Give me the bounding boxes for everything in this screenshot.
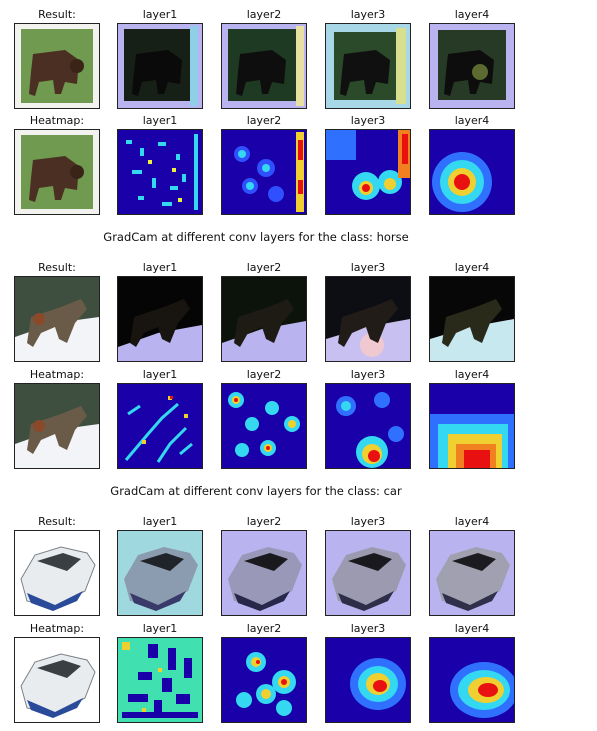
- label-layer4: layer4: [454, 622, 490, 635]
- heatmap-layer1: [117, 129, 203, 215]
- result-image: [14, 23, 100, 109]
- label-layer3: layer3: [350, 8, 386, 21]
- heatmap-layer1: [117, 383, 203, 469]
- heatmap-layer3: [325, 383, 411, 469]
- label-result: Result:: [38, 515, 76, 528]
- label-layer1: layer1: [142, 368, 178, 381]
- caption-car: GradCam at different conv layers for the…: [110, 484, 402, 498]
- label-layer2: layer2: [246, 261, 282, 274]
- label-layer3: layer3: [350, 622, 386, 635]
- label-layer4: layer4: [454, 368, 490, 381]
- label-layer3: layer3: [350, 261, 386, 274]
- overlay-layer3: [325, 276, 411, 362]
- overlay-layer2: [221, 530, 307, 616]
- label-layer1: layer1: [142, 114, 178, 127]
- heatmap-layer3: [325, 637, 411, 723]
- label-layer4: layer4: [454, 261, 490, 274]
- label-heatmap: Heatmap:: [29, 114, 85, 127]
- heatmap-layer4: [429, 637, 515, 723]
- label-heatmap: Heatmap:: [29, 622, 85, 635]
- heatmap-layer4: [429, 383, 515, 469]
- heatmap-layer4: [429, 129, 515, 215]
- label-result: Result:: [38, 8, 76, 21]
- label-layer4: layer4: [454, 8, 490, 21]
- label-layer2: layer2: [246, 368, 282, 381]
- label-layer3: layer3: [350, 515, 386, 528]
- overlay-layer1: [117, 23, 203, 109]
- label-layer2: layer2: [246, 515, 282, 528]
- label-layer2: layer2: [246, 622, 282, 635]
- label-layer3: layer3: [350, 368, 386, 381]
- heatmap-layer1: [117, 637, 203, 723]
- label-layer1: layer1: [142, 261, 178, 274]
- overlay-layer3: [325, 23, 411, 109]
- label-layer2: layer2: [246, 8, 282, 21]
- overlay-layer1: [117, 530, 203, 616]
- heatmap-source-image: [14, 129, 100, 215]
- heatmap-source-image: [14, 637, 100, 723]
- label-layer4: layer4: [454, 114, 490, 127]
- overlay-layer4: [429, 23, 515, 109]
- heatmap-source-image: [14, 383, 100, 469]
- overlay-layer2: [221, 276, 307, 362]
- overlay-layer1: [117, 276, 203, 362]
- label-layer1: layer1: [142, 8, 178, 21]
- overlay-layer2: [221, 23, 307, 109]
- result-image: [14, 276, 100, 362]
- label-layer1: layer1: [142, 622, 178, 635]
- heatmap-layer3: [325, 129, 411, 215]
- overlay-layer3: [325, 530, 411, 616]
- overlay-layer4: [429, 530, 515, 616]
- label-layer1: layer1: [142, 515, 178, 528]
- label-heatmap: Heatmap:: [29, 368, 85, 381]
- overlay-layer4: [429, 276, 515, 362]
- heatmap-layer2: [221, 637, 307, 723]
- heatmap-layer2: [221, 129, 307, 215]
- result-image: [14, 530, 100, 616]
- caption-horse: GradCam at different conv layers for the…: [103, 230, 409, 244]
- label-layer4: layer4: [454, 515, 490, 528]
- label-result: Result:: [38, 261, 76, 274]
- label-layer3: layer3: [350, 114, 386, 127]
- label-layer2: layer2: [246, 114, 282, 127]
- heatmap-layer2: [221, 383, 307, 469]
